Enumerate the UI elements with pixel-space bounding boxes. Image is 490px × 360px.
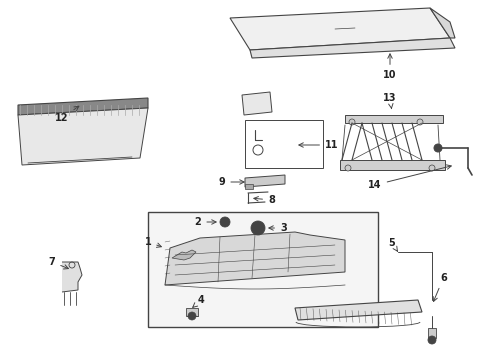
Polygon shape [250,38,455,58]
Text: 8: 8 [254,195,275,205]
Polygon shape [295,300,422,320]
Text: 9: 9 [219,177,244,187]
Circle shape [429,165,435,171]
Polygon shape [230,8,450,50]
Bar [148,212,378,327]
Bar [245,184,253,189]
Polygon shape [430,8,455,38]
Polygon shape [242,92,272,115]
Polygon shape [62,262,82,292]
Text: 11: 11 [299,140,339,150]
Bar [428,328,436,338]
Text: 4: 4 [193,295,205,307]
Polygon shape [18,98,148,115]
Text: 5: 5 [389,238,397,251]
Text: 14: 14 [368,165,451,190]
Text: 3: 3 [269,223,287,233]
Circle shape [345,165,351,171]
Circle shape [428,336,436,344]
Text: 1: 1 [145,237,161,247]
Polygon shape [172,250,196,260]
Text: 13: 13 [383,93,397,109]
Bar [345,115,443,123]
Text: 10: 10 [383,54,397,80]
Circle shape [349,119,355,125]
Bar [245,120,323,168]
Bar [186,308,198,316]
Circle shape [434,144,442,152]
Circle shape [188,312,196,320]
Text: 7: 7 [49,257,69,269]
Polygon shape [165,232,345,285]
Circle shape [251,221,265,235]
Polygon shape [18,108,148,165]
Circle shape [417,119,423,125]
Polygon shape [245,175,285,187]
Text: 2: 2 [195,217,216,227]
Text: 6: 6 [433,273,447,301]
Circle shape [255,225,261,231]
Text: 12: 12 [55,106,79,123]
Circle shape [220,217,230,227]
Bar [340,160,445,170]
